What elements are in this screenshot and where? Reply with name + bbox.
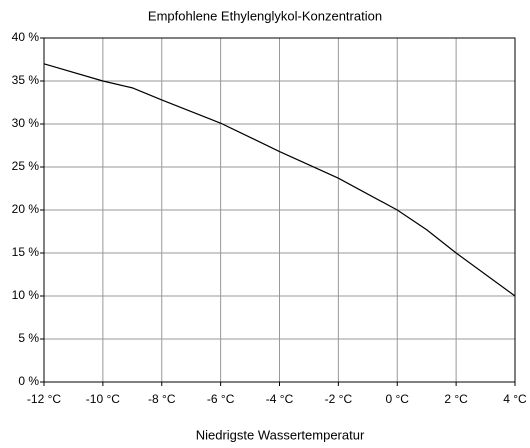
- x-axis-label: Niedrigste Wassertemperatur: [196, 427, 365, 442]
- data-line: [43, 63, 516, 297]
- plot-frame: [43, 37, 516, 383]
- x-tick-label: 0 °C: [386, 392, 410, 406]
- x-tick-label: -10 °C: [86, 392, 120, 406]
- x-tick-label: -2 °C: [325, 392, 353, 406]
- chart-title: Empfohlene Ethylenglykol-Konzentration: [148, 8, 382, 23]
- x-tick-label: -12 °C: [27, 392, 61, 406]
- x-tick-label: -4 °C: [266, 392, 294, 406]
- y-tick-label: 25 %: [12, 159, 40, 173]
- y-tick-label: 10 %: [12, 288, 40, 302]
- x-tick-label: 4 °C: [503, 392, 527, 406]
- y-tick-label: 20 %: [12, 202, 40, 216]
- y-tick-label: 15 %: [12, 245, 40, 259]
- y-tick-label: 40 %: [12, 30, 40, 44]
- y-tick-label: 0 %: [18, 374, 39, 388]
- y-tick-label: 5 %: [18, 331, 39, 345]
- y-tick-label: 35 %: [12, 73, 40, 87]
- x-tick-label: -8 °C: [148, 392, 176, 406]
- y-tick-label: 30 %: [12, 116, 40, 130]
- x-tick-label: -6 °C: [207, 392, 235, 406]
- x-tick-label: 2 °C: [444, 392, 468, 406]
